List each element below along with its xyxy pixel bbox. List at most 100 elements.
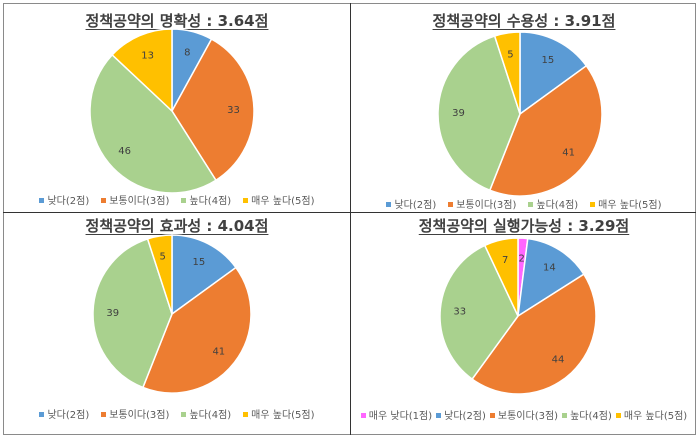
pie-chart-effectiveness: 15 41 39 5 (92, 234, 252, 394)
pie-slice (437, 35, 521, 192)
chart-panel-acceptability: 정책공약의 수용성 : 3.91점 15 41 39 5 낮다(2점) 보통이다(3점)… (351, 4, 697, 212)
legend-swatch-icon (562, 412, 568, 418)
legend-label: 낮다(2점) (47, 410, 90, 421)
legend-item: 보통이다(3점) (489, 407, 559, 422)
data-label: 33 (227, 105, 240, 116)
chart-title: 정책공약의 실행가능성 : 3.29점 (418, 217, 630, 235)
pie-slice (493, 31, 521, 115)
data-label: 41 (212, 346, 225, 357)
pie-slice (92, 237, 173, 389)
pie-slice (111, 28, 173, 113)
pie-chart-acceptability: 15 41 39 5 (437, 31, 603, 197)
pie-slice (471, 273, 597, 395)
legend-label: 낮다(2점) (47, 196, 90, 207)
chart-legend: 낮다(2점) 보통이다(3점) 높다(4점) 매우 높다(5점) (4, 406, 350, 421)
legend-label: 보통이다(3점) (109, 410, 170, 421)
legend-swatch-icon (101, 411, 107, 417)
legend-item: 보통이다(3점) (101, 406, 169, 421)
legend-swatch-icon (436, 412, 442, 418)
data-label: 33 (453, 306, 466, 317)
pie-chart-clarity: 8 33 46 13 (89, 28, 255, 194)
legend-label: 높다(4점) (189, 410, 232, 421)
legend-label: 높다(4점) (570, 411, 612, 422)
data-label: 46 (118, 146, 131, 157)
legend-label: 높다(4점) (189, 196, 232, 207)
data-label: 7 (502, 255, 508, 266)
legend-item: 높다(4점) (528, 196, 578, 211)
pie-slice (439, 244, 519, 381)
legend-item: 매우 높다(5점) (243, 406, 315, 421)
data-label: 13 (141, 51, 154, 62)
data-label: 8 (184, 47, 190, 58)
legend-item: 보통이다(3점) (101, 192, 169, 207)
legend-swatch-icon (615, 412, 621, 418)
legend-swatch-icon (448, 201, 454, 207)
pie-chart-feasibility: 2 14 44 33 7 (439, 237, 597, 395)
pie-slice (146, 234, 173, 315)
legend-item: 높다(4점) (181, 406, 231, 421)
data-label: 44 (552, 355, 565, 366)
legend-swatch-icon (528, 201, 534, 207)
legend-item: 낮다(2점) (39, 406, 89, 421)
legend-item: 낮다(2점) (436, 407, 486, 422)
pie-slice (483, 237, 519, 317)
chart-legend: 매우 낮다(1점) 낮다(2점) 보통이다(3점) 높다(4점) 매우 높다(5점) (351, 407, 697, 422)
legend-label: 매우 높다(5점) (598, 200, 662, 211)
legend-item: 매우 높다(5점) (615, 407, 688, 422)
legend-item: 매우 높다(5점) (243, 192, 315, 207)
data-label: 39 (452, 108, 465, 119)
legend-item: 낮다(2점) (386, 196, 436, 211)
legend-swatch-icon (181, 411, 187, 417)
pie-slice (141, 266, 252, 394)
data-label: 15 (193, 257, 206, 268)
pie-slice (519, 31, 588, 116)
pie-slice (89, 53, 217, 194)
legend-item: 보통이다(3점) (448, 196, 516, 211)
legend-label: 매우 높다(5점) (623, 411, 688, 422)
legend-label: 매우 높다(5점) (251, 196, 315, 207)
legend-swatch-icon (101, 197, 107, 203)
legend-swatch-icon (181, 197, 187, 203)
legend-item: 매우 낮다(1점) (360, 407, 433, 422)
chart-title: 정책공약의 수용성 : 3.91점 (432, 12, 616, 30)
legend-swatch-icon (243, 197, 249, 203)
legend-swatch-icon (39, 411, 45, 417)
figure-frame (3, 3, 696, 435)
chart-title: 정책공약의 효과성 : 4.04점 (85, 217, 269, 235)
legend-label: 매우 높다(5점) (251, 410, 315, 421)
legend-item: 높다(4점) (181, 192, 231, 207)
chart-legend: 낮다(2점) 보통이다(3점) 높다(4점) 매우 높다(5점) (4, 192, 350, 207)
legend-label: 보통이다(3점) (497, 411, 559, 422)
data-label: 2 (518, 254, 524, 265)
data-label: 5 (507, 49, 513, 60)
legend-label: 높다(4점) (536, 200, 579, 211)
pie-slice (488, 64, 603, 197)
data-label: 41 (562, 148, 575, 159)
chart-panel-feasibility: 정책공약의 실행가능성 : 3.29점 2 14 44 33 7 매우 낮다(1점) 낮다… (351, 213, 697, 434)
data-label: 15 (542, 55, 555, 66)
data-label: 39 (106, 308, 119, 319)
legend-item: 높다(4점) (562, 407, 612, 422)
data-label: 5 (160, 251, 166, 262)
legend-swatch-icon (243, 411, 249, 417)
legend-label: 낮다(2점) (444, 411, 486, 422)
pie-slice (517, 237, 585, 318)
legend-swatch-icon (590, 201, 596, 207)
pie-slice (171, 234, 237, 316)
legend-swatch-icon (489, 412, 495, 418)
legend-label: 보통이다(3점) (456, 200, 517, 211)
chart-panel-clarity: 정책공약의 명확성 : 3.64점 8 33 46 13 낮다(2점) 보통이다(3점)… (4, 4, 350, 212)
legend-label: 매우 낮다(1점) (368, 411, 433, 422)
pie-slice (171, 38, 255, 182)
legend-item: 매우 높다(5점) (590, 196, 662, 211)
horizontal-divider (3, 212, 696, 213)
data-label: 14 (543, 263, 556, 274)
chart-legend: 낮다(2점) 보통이다(3점) 높다(4점) 매우 높다(5점) (351, 196, 697, 211)
legend-swatch-icon (386, 201, 392, 207)
chart-title: 정책공약의 명확성 : 3.64점 (85, 12, 269, 30)
legend-swatch-icon (39, 197, 45, 203)
legend-label: 낮다(2점) (394, 200, 437, 211)
vertical-divider (350, 3, 351, 435)
legend-label: 보통이다(3점) (109, 196, 170, 207)
legend-item: 낮다(2점) (39, 192, 89, 207)
